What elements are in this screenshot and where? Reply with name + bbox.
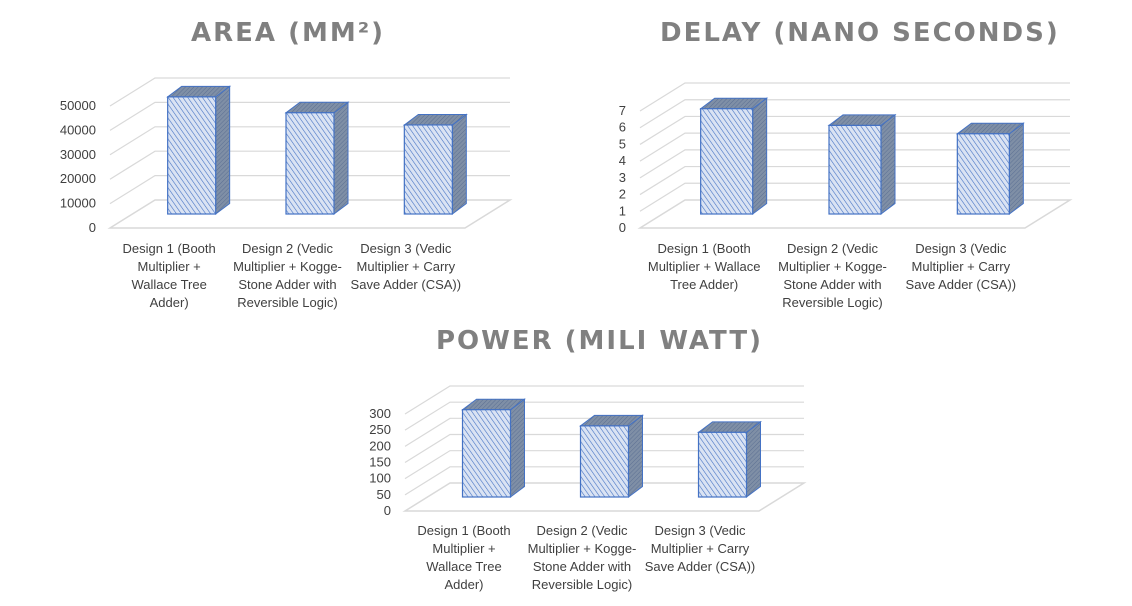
chart-floor	[637, 199, 1073, 229]
power-chart-title: POWER (MILI WATT)	[436, 326, 763, 356]
bar	[166, 85, 232, 215]
gridline	[639, 182, 1070, 212]
y-tick-label: 20000	[60, 171, 96, 186]
area-chart-title: AREA (MM²)	[191, 18, 385, 48]
y-tick-label: 40000	[60, 122, 96, 137]
gridline	[109, 174, 510, 205]
category-label: Design 1 (Booth Multiplier + Wallace Tre…	[417, 523, 511, 592]
bar	[697, 420, 762, 498]
bar	[402, 113, 468, 215]
y-tick-label: 300	[369, 406, 391, 421]
gridline	[404, 401, 804, 431]
gridline	[404, 385, 804, 415]
y-tick-label: 50000	[60, 98, 96, 113]
y-tick-label: 7	[619, 103, 626, 118]
y-tick-label: 250	[369, 422, 391, 437]
y-tick-label: 5	[619, 136, 626, 151]
category-label: Design 1 (Booth Multiplier + Wallace Tre…	[122, 241, 216, 310]
gridline	[404, 466, 804, 496]
gridline	[639, 115, 1070, 145]
gridline	[109, 101, 510, 131]
gridline	[109, 77, 510, 107]
bar	[579, 414, 644, 498]
category-label: Design 1 (Booth Multiplier + Wallace Tre…	[647, 241, 761, 292]
y-tick-label: 30000	[60, 147, 96, 162]
category-label: Design 3 (Vedic Multiplier + Carry Save …	[905, 241, 1017, 292]
delay-chart-title: DELAY (NANO SECONDS)	[660, 18, 1060, 48]
gridline	[404, 450, 804, 480]
gridline	[639, 99, 1070, 129]
gridline	[404, 417, 804, 447]
y-tick-label: 4	[619, 153, 626, 168]
bar	[827, 113, 897, 215]
chart-floor	[107, 199, 513, 229]
y-tick-label: 6	[619, 120, 626, 135]
category-label: Design 3 (Vedic Multiplier + Carry Save …	[350, 241, 462, 292]
y-tick-label: 0	[89, 220, 96, 235]
y-tick-label: 1	[619, 203, 626, 218]
gridline	[639, 149, 1070, 179]
y-tick-label: 200	[369, 438, 391, 453]
bar	[955, 122, 1025, 215]
category-label: Design 2 (Vedic Multiplier + Kogge- Ston…	[778, 241, 887, 310]
gridline	[639, 165, 1070, 196]
category-label: Design 3 (Vedic Multiplier + Carry Save …	[644, 523, 756, 574]
category-label: Design 2 (Vedic Multiplier + Kogge- Ston…	[527, 523, 637, 592]
gridline	[639, 82, 1070, 112]
y-tick-label: 100	[369, 471, 391, 486]
y-tick-label: 50	[377, 487, 391, 502]
gridline	[639, 132, 1070, 162]
bar	[699, 97, 769, 215]
y-tick-label: 0	[619, 220, 626, 235]
bar	[284, 101, 350, 215]
gridline	[109, 126, 510, 156]
bar	[461, 398, 526, 498]
y-tick-label: 10000	[60, 196, 96, 211]
y-tick-label: 150	[369, 455, 391, 470]
y-tick-label: 0	[384, 503, 391, 518]
y-tick-label: 3	[619, 170, 626, 185]
y-tick-label: 2	[619, 187, 626, 202]
category-label: Design 2 (Vedic Multiplier + Kogge- Ston…	[233, 241, 342, 310]
area-chart: 0 10000 20000 30000 40000 50000	[60, 77, 513, 235]
gridline	[109, 150, 510, 180]
chart-floor	[402, 482, 807, 512]
gridline	[404, 433, 804, 464]
